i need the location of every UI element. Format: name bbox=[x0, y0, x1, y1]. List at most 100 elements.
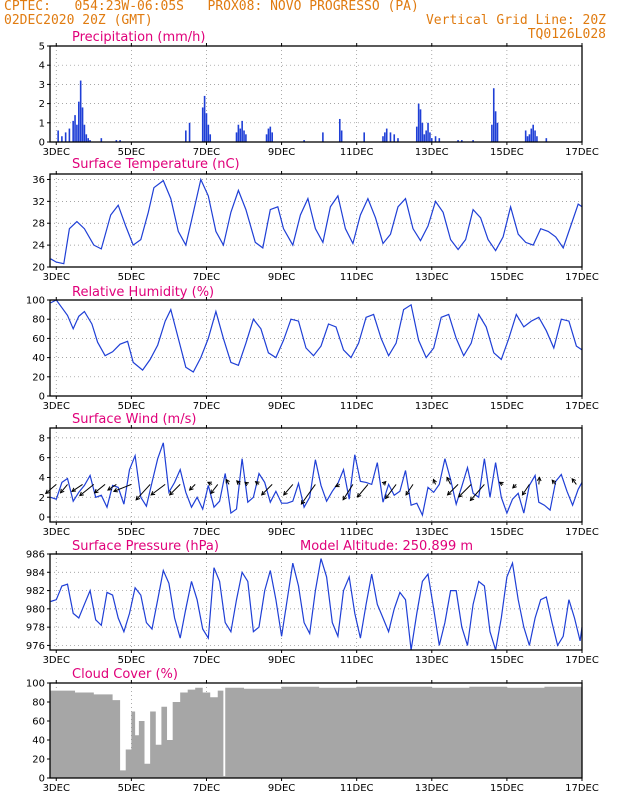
panel-title: Surface Pressure (hPa) bbox=[72, 539, 219, 554]
wind-arrow bbox=[79, 484, 95, 496]
precip-bar bbox=[72, 120, 74, 142]
precip-bar bbox=[532, 124, 534, 142]
precip-bar bbox=[61, 136, 63, 142]
x-tick-label: 17DEC bbox=[565, 527, 599, 538]
precip-bar bbox=[425, 130, 427, 142]
x-tick-label: 11DEC bbox=[340, 272, 374, 283]
wind-arrow bbox=[107, 483, 117, 491]
precip-bar bbox=[534, 130, 536, 142]
precip-bar bbox=[265, 134, 268, 142]
precip-bar bbox=[115, 140, 118, 142]
wind-arrow bbox=[113, 483, 132, 492]
y-tick-label: 40 bbox=[32, 353, 45, 364]
precip-bar bbox=[526, 136, 529, 142]
y-tick-label: 32 bbox=[32, 197, 45, 208]
wind-arrow-head bbox=[536, 476, 542, 482]
precip-bar bbox=[338, 118, 341, 142]
x-tick-label: 9DEC bbox=[268, 655, 295, 666]
precip-bar bbox=[536, 136, 538, 142]
precip-bar bbox=[185, 130, 187, 142]
y-tick-label: 28 bbox=[32, 219, 45, 230]
wind-arrow-head bbox=[206, 481, 212, 486]
x-tick-label: 9DEC bbox=[268, 272, 295, 283]
series-line bbox=[50, 558, 583, 651]
wind-arrow bbox=[169, 484, 181, 496]
x-tick-label: 7DEC bbox=[193, 401, 220, 412]
x-tick-label: 17DEC bbox=[565, 147, 599, 158]
panel-frame bbox=[49, 299, 583, 397]
y-tick-label: 4 bbox=[39, 61, 45, 72]
precip-bar bbox=[419, 109, 422, 142]
precip-bar bbox=[74, 115, 76, 142]
x-tick-label: 13DEC bbox=[415, 272, 449, 283]
series-line bbox=[50, 442, 583, 517]
precip-bar bbox=[385, 128, 388, 142]
wind-arrow-head bbox=[300, 499, 306, 505]
wind-arrow bbox=[522, 484, 530, 496]
x-tick-label: 17DEC bbox=[565, 783, 599, 794]
precip-bar bbox=[57, 130, 59, 142]
y-tick-label: 980 bbox=[26, 604, 45, 615]
y-tick-label: 24 bbox=[32, 241, 45, 252]
y-tick-label: 6 bbox=[39, 453, 45, 464]
x-tick-label: 17DEC bbox=[565, 401, 599, 412]
precip-bar bbox=[241, 120, 243, 142]
precip-bar bbox=[429, 132, 431, 142]
precip-bar bbox=[363, 132, 365, 142]
y-tick-label: 986 bbox=[26, 550, 45, 561]
y-tick-label: 20 bbox=[32, 372, 45, 383]
y-tick-label: 1 bbox=[39, 118, 45, 129]
x-tick-label: 13DEC bbox=[415, 527, 449, 538]
precip-bar bbox=[494, 111, 497, 142]
y-tick-label: 978 bbox=[26, 623, 45, 634]
panel-frame bbox=[49, 553, 583, 651]
y-tick-label: 80 bbox=[32, 698, 45, 709]
y-tick-label: 100 bbox=[26, 296, 45, 307]
panel-frame bbox=[49, 173, 583, 268]
precip-bar bbox=[524, 130, 527, 142]
wind-arrow bbox=[385, 484, 397, 499]
x-tick-label: 15DEC bbox=[490, 783, 524, 794]
wind-arrow bbox=[283, 484, 294, 496]
precip-bar bbox=[491, 124, 493, 142]
wind-arrow-head bbox=[236, 480, 241, 485]
wind-arrow bbox=[189, 484, 196, 491]
x-tick-label: 17DEC bbox=[565, 272, 599, 283]
wind-arrow bbox=[94, 484, 106, 494]
precip-bar bbox=[188, 122, 191, 142]
wind-arrow bbox=[446, 477, 452, 485]
wind-arrow bbox=[571, 478, 577, 485]
precip-bar bbox=[340, 130, 343, 142]
y-tick-label: 0 bbox=[39, 392, 45, 403]
y-tick-label: 976 bbox=[26, 641, 45, 652]
wind-arrow bbox=[71, 483, 83, 492]
wind-arrow-head bbox=[521, 490, 527, 496]
x-tick-label: 17DEC bbox=[565, 655, 599, 666]
wind-arrow-head bbox=[512, 483, 517, 489]
wind-arrow-head bbox=[446, 490, 452, 496]
precip-bar bbox=[87, 138, 89, 142]
x-tick-label: 11DEC bbox=[340, 401, 374, 412]
x-tick-label: 3DEC bbox=[43, 655, 70, 666]
wind-arrow-head bbox=[107, 486, 112, 491]
x-tick-label: 15DEC bbox=[490, 527, 524, 538]
x-tick-label: 11DEC bbox=[340, 527, 374, 538]
wind-arrow-head bbox=[78, 491, 84, 497]
panel-title: Surface Temperature (nC) bbox=[72, 157, 240, 172]
wind-arrow-head bbox=[44, 489, 50, 495]
wind-arrow bbox=[405, 484, 414, 496]
wind-arrow-head bbox=[112, 487, 118, 493]
y-tick-label: 20 bbox=[32, 755, 45, 766]
header-model: TQ0126L028 bbox=[527, 27, 606, 42]
precip-bar bbox=[393, 134, 396, 142]
precip-bar bbox=[235, 132, 238, 142]
precip-bar bbox=[271, 132, 273, 142]
precip-bar bbox=[64, 132, 67, 142]
panel-title: Relative Humidity (%) bbox=[72, 285, 214, 300]
wind-arrow bbox=[150, 483, 166, 496]
x-tick-label: 7DEC bbox=[193, 655, 220, 666]
precip-bar bbox=[245, 134, 247, 142]
x-tick-label: 7DEC bbox=[193, 147, 220, 158]
precip-bar bbox=[421, 122, 424, 142]
